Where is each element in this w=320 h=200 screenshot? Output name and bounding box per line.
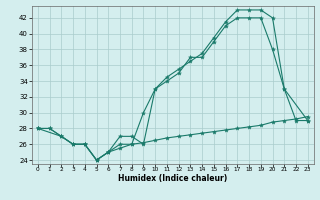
- X-axis label: Humidex (Indice chaleur): Humidex (Indice chaleur): [118, 174, 228, 183]
